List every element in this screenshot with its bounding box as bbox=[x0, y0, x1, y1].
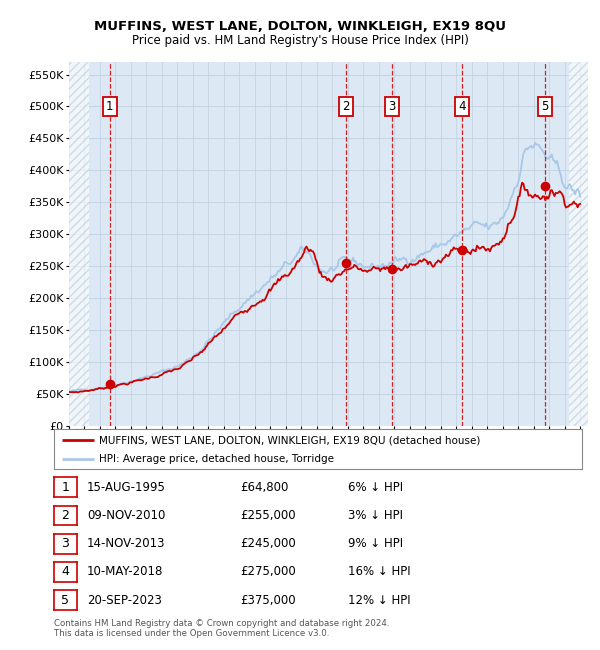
Text: 1: 1 bbox=[61, 481, 70, 494]
Text: 2: 2 bbox=[342, 100, 349, 113]
Text: 6% ↓ HPI: 6% ↓ HPI bbox=[348, 481, 403, 494]
Text: 12% ↓ HPI: 12% ↓ HPI bbox=[348, 593, 410, 606]
Text: 09-NOV-2010: 09-NOV-2010 bbox=[87, 509, 166, 522]
Text: 4: 4 bbox=[61, 566, 70, 578]
Text: £255,000: £255,000 bbox=[240, 509, 296, 522]
Text: 4: 4 bbox=[458, 100, 466, 113]
Text: 1: 1 bbox=[106, 100, 113, 113]
Text: 5: 5 bbox=[541, 100, 548, 113]
Text: £275,000: £275,000 bbox=[240, 566, 296, 578]
Text: 5: 5 bbox=[61, 593, 70, 606]
Text: £245,000: £245,000 bbox=[240, 537, 296, 550]
Text: £64,800: £64,800 bbox=[240, 481, 289, 494]
Text: Contains HM Land Registry data © Crown copyright and database right 2024.
This d: Contains HM Land Registry data © Crown c… bbox=[54, 619, 389, 638]
Text: Price paid vs. HM Land Registry's House Price Index (HPI): Price paid vs. HM Land Registry's House … bbox=[131, 34, 469, 47]
Text: MUFFINS, WEST LANE, DOLTON, WINKLEIGH, EX19 8QU (detached house): MUFFINS, WEST LANE, DOLTON, WINKLEIGH, E… bbox=[99, 436, 480, 445]
Text: 20-SEP-2023: 20-SEP-2023 bbox=[87, 593, 162, 606]
Text: 16% ↓ HPI: 16% ↓ HPI bbox=[348, 566, 410, 578]
Text: 3% ↓ HPI: 3% ↓ HPI bbox=[348, 509, 403, 522]
Text: 2: 2 bbox=[61, 509, 70, 522]
Text: 9% ↓ HPI: 9% ↓ HPI bbox=[348, 537, 403, 550]
Text: MUFFINS, WEST LANE, DOLTON, WINKLEIGH, EX19 8QU: MUFFINS, WEST LANE, DOLTON, WINKLEIGH, E… bbox=[94, 20, 506, 32]
Text: 3: 3 bbox=[61, 537, 70, 550]
Text: HPI: Average price, detached house, Torridge: HPI: Average price, detached house, Torr… bbox=[99, 454, 334, 464]
Text: 15-AUG-1995: 15-AUG-1995 bbox=[87, 481, 166, 494]
Text: 10-MAY-2018: 10-MAY-2018 bbox=[87, 566, 163, 578]
Text: £375,000: £375,000 bbox=[240, 593, 296, 606]
Text: 3: 3 bbox=[389, 100, 396, 113]
Text: 14-NOV-2013: 14-NOV-2013 bbox=[87, 537, 166, 550]
